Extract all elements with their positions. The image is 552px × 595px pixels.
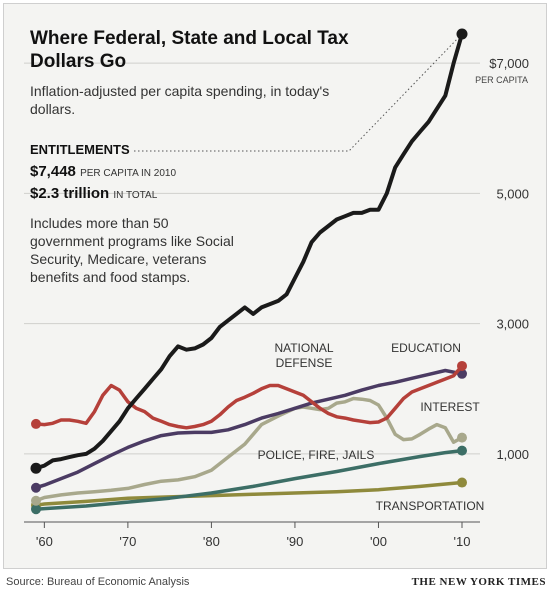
series-label-national-defense: NATIONAL DEFENSE bbox=[274, 341, 333, 370]
series-line-interest bbox=[34, 396, 464, 503]
y-unit-label: PER CAPITA bbox=[475, 75, 528, 85]
series-label-transportation: TRANSPORTATION bbox=[376, 499, 485, 513]
entitlements-description: Includes more than 50 government program… bbox=[30, 215, 234, 285]
series-label-line: DEFENSE bbox=[276, 356, 333, 370]
series-line-entitlements bbox=[34, 32, 464, 471]
series-start-point-national-defense bbox=[31, 418, 41, 429]
entitlements-total: $2.3 trillion IN TOTAL bbox=[30, 185, 157, 202]
y-tick-label: 1,000 bbox=[496, 447, 529, 462]
series-label-line: INTEREST bbox=[420, 400, 480, 414]
series-start-point-interest bbox=[31, 495, 41, 506]
x-tick-label: '60 bbox=[36, 534, 53, 549]
series-end-point-entitlements bbox=[456, 28, 468, 40]
series-label-education: EDUCATION bbox=[391, 341, 461, 355]
series-line-police-fire-jails bbox=[34, 448, 464, 511]
source-note: Source: Bureau of Economic Analysis bbox=[6, 576, 190, 588]
x-tick-label: '80 bbox=[203, 534, 220, 549]
chart-canvas: NATIONAL DEFENSE EDUCATION INTEREST POLICE, … bbox=[24, 28, 529, 549]
y-tick-label: 5,000 bbox=[496, 186, 529, 201]
y-tick-label: $7,000 bbox=[489, 56, 529, 71]
entitlements-per-capita-note: PER CAPITA IN 2010 bbox=[80, 168, 177, 179]
entitlements-total-value: $2.3 trillion bbox=[30, 185, 110, 202]
series-line-transportation bbox=[34, 480, 464, 508]
series-label-interest: INTEREST bbox=[420, 400, 480, 414]
series-end-point-interest bbox=[457, 432, 467, 443]
y-tick-label: 3,000 bbox=[496, 317, 529, 332]
chart-title: Where Federal, State and Local Tax Dolla… bbox=[30, 28, 349, 72]
series-line-education bbox=[34, 368, 464, 490]
x-tick-label: '70 bbox=[119, 534, 136, 549]
entitlements-per-capita-value: $7,448 bbox=[30, 163, 76, 180]
series-line-national-defense bbox=[34, 364, 464, 430]
entitlements-per-capita: $7,448 PER CAPITA IN 2010 bbox=[30, 163, 176, 180]
series-end-point-police-fire-jails bbox=[457, 445, 467, 456]
series-end-point-transportation bbox=[457, 477, 467, 488]
entitlements-total-note: IN TOTAL bbox=[113, 190, 158, 201]
entitlements-heading: ENTITLEMENTS bbox=[30, 142, 130, 157]
series-start-point-education bbox=[31, 482, 41, 493]
series-label-line: TRANSPORTATION bbox=[376, 499, 485, 513]
x-tick-label: '90 bbox=[286, 534, 303, 549]
series-start-point-entitlements bbox=[30, 462, 42, 474]
series-end-point-national-defense bbox=[457, 360, 467, 371]
chart-frame: NATIONAL DEFENSE EDUCATION INTEREST POLICE, … bbox=[3, 3, 547, 569]
series-label-police-fire-jails: POLICE, FIRE, JAILS bbox=[258, 448, 375, 462]
chart-subtitle: Inflation-adjusted per capita spending, … bbox=[30, 83, 330, 117]
series-start-point-police-fire-jails bbox=[31, 504, 41, 515]
x-tick-label: '10 bbox=[454, 534, 471, 549]
series-label-line: EDUCATION bbox=[391, 341, 461, 355]
publisher-credit: THE NEW YORK TIMES bbox=[411, 576, 546, 588]
x-tick-label: '00 bbox=[370, 534, 387, 549]
series-label-line: POLICE, FIRE, JAILS bbox=[258, 448, 375, 462]
series-label-line: NATIONAL bbox=[274, 341, 333, 355]
